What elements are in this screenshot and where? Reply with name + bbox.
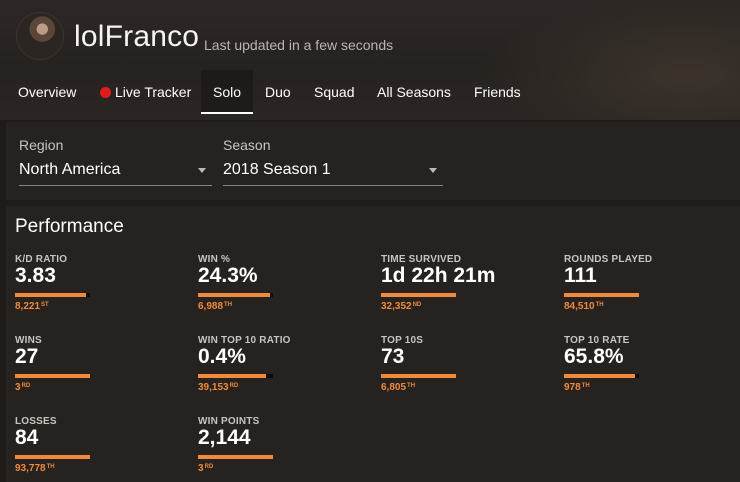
stat-label: TOP 10S — [381, 335, 424, 346]
progress-bar — [198, 455, 273, 459]
tab-overview[interactable]: Overview — [18, 70, 76, 114]
filters-panel: Region North America Season 2018 Season … — [6, 122, 740, 200]
progress-bar — [15, 455, 90, 459]
stat-time-survived: TIME SURVIVED 1d 22h 21m 32,352ND — [381, 254, 551, 332]
stat-rank: 6,988TH — [198, 301, 233, 312]
stat-kd-ratio: K/D RATIO 3.83 8,221ST — [15, 254, 185, 332]
progress-bar — [564, 293, 639, 297]
stat-rank: 3RD — [198, 463, 214, 474]
stat-label: ROUNDS PLAYED — [564, 254, 653, 265]
progress-fill — [198, 293, 270, 297]
tab-live-tracker[interactable]: Live Tracker — [100, 70, 191, 114]
progress-fill — [564, 374, 636, 378]
stat-label: WIN TOP 10 RATIO — [198, 335, 291, 346]
progress-bar — [381, 374, 456, 378]
region-select[interactable]: North America — [19, 158, 212, 186]
tab-friends[interactable]: Friends — [474, 70, 521, 114]
stat-rank: 39,153RD — [198, 382, 239, 393]
chevron-down-icon — [429, 168, 437, 173]
progress-fill — [15, 293, 87, 297]
stat-rank: 84,510TH — [564, 301, 604, 312]
stat-win-top-10-ratio: WIN TOP 10 RATIO 0.4% 39,153RD — [198, 335, 368, 413]
stat-rank: 32,352ND — [381, 301, 422, 312]
tab-label: Live Tracker — [115, 84, 192, 100]
stat-label: TOP 10 RATE — [564, 335, 630, 346]
stat-label: K/D RATIO — [15, 254, 68, 265]
stat-wins: WINS 27 3RD — [15, 335, 185, 413]
last-updated-text: Last updated in a few seconds — [204, 37, 394, 53]
tab-label: Friends — [474, 84, 521, 100]
tab-all-seasons[interactable]: All Seasons — [377, 70, 451, 114]
stat-losses: LOSSES 84 93,778TH — [15, 416, 185, 482]
stat-value: 27 — [15, 345, 39, 368]
username: lolFranco — [74, 20, 200, 53]
stat-rank: 6,805TH — [381, 382, 416, 393]
stat-value: 65.8% — [564, 345, 624, 368]
stat-rounds-played: ROUNDS PLAYED 111 84,510TH — [564, 254, 734, 332]
progress-bar — [15, 374, 90, 378]
profile-header: lolFranco Last updated in a few seconds … — [0, 0, 740, 120]
stat-top-10s: TOP 10S 73 6,805TH — [381, 335, 551, 413]
region-label: Region — [19, 137, 64, 153]
progress-fill — [15, 374, 90, 378]
progress-bar — [564, 374, 639, 378]
progress-fill — [198, 374, 266, 378]
tab-label: All Seasons — [377, 84, 451, 100]
stat-value: 2,144 — [198, 426, 251, 449]
progress-fill — [381, 293, 456, 297]
stat-label: LOSSES — [15, 416, 57, 427]
progress-fill — [198, 455, 273, 459]
stat-rank: 8,221ST — [15, 301, 49, 312]
stat-top-10-rate: TOP 10 RATE 65.8% 978TH — [564, 335, 734, 413]
stat-value: 1d 22h 21m — [381, 264, 496, 287]
live-dot-icon — [100, 87, 111, 98]
progress-fill — [15, 455, 90, 459]
progress-bar — [15, 293, 90, 297]
season-select[interactable]: 2018 Season 1 — [223, 158, 443, 186]
stat-label: WIN % — [198, 254, 231, 265]
tab-label: Overview — [18, 84, 77, 100]
progress-fill — [381, 374, 456, 378]
stat-value: 3.83 — [15, 264, 56, 287]
stat-value: 111 — [564, 264, 597, 287]
stat-win-points: WIN POINTS 2,144 3RD — [198, 416, 368, 482]
stat-label: WINS — [15, 335, 42, 346]
stat-value: 73 — [381, 345, 405, 368]
progress-fill — [564, 293, 639, 297]
tab-solo[interactable]: Solo — [201, 70, 253, 114]
tab-squad[interactable]: Squad — [314, 70, 354, 114]
stat-value: 24.3% — [198, 264, 258, 287]
performance-title: Performance — [15, 216, 124, 237]
progress-bar — [198, 374, 273, 378]
stat-rank: 978TH — [564, 382, 590, 393]
stat-win-percent: WIN % 24.3% 6,988TH — [198, 254, 368, 332]
progress-bar — [198, 293, 273, 297]
tab-label: Squad — [314, 84, 355, 100]
chevron-down-icon — [198, 168, 206, 173]
tab-label: Duo — [265, 84, 291, 100]
tab-duo[interactable]: Duo — [265, 70, 291, 114]
performance-panel: Performance K/D RATIO 3.83 8,221ST WIN %… — [6, 206, 740, 482]
stat-value: 0.4% — [198, 345, 246, 368]
region-value: North America — [19, 161, 121, 178]
progress-bar — [381, 293, 456, 297]
tab-label: Solo — [212, 84, 242, 100]
season-value: 2018 Season 1 — [223, 161, 331, 178]
season-label: Season — [223, 137, 271, 153]
stat-value: 84 — [15, 426, 39, 449]
stat-label: TIME SURVIVED — [381, 254, 462, 265]
profile-tabs: Overview Live Tracker Solo Duo Squad All… — [0, 70, 740, 114]
stat-rank: 93,778TH — [15, 463, 55, 474]
stat-rank: 3RD — [15, 382, 31, 393]
avatar[interactable] — [16, 12, 64, 60]
stat-label: WIN POINTS — [198, 416, 260, 427]
